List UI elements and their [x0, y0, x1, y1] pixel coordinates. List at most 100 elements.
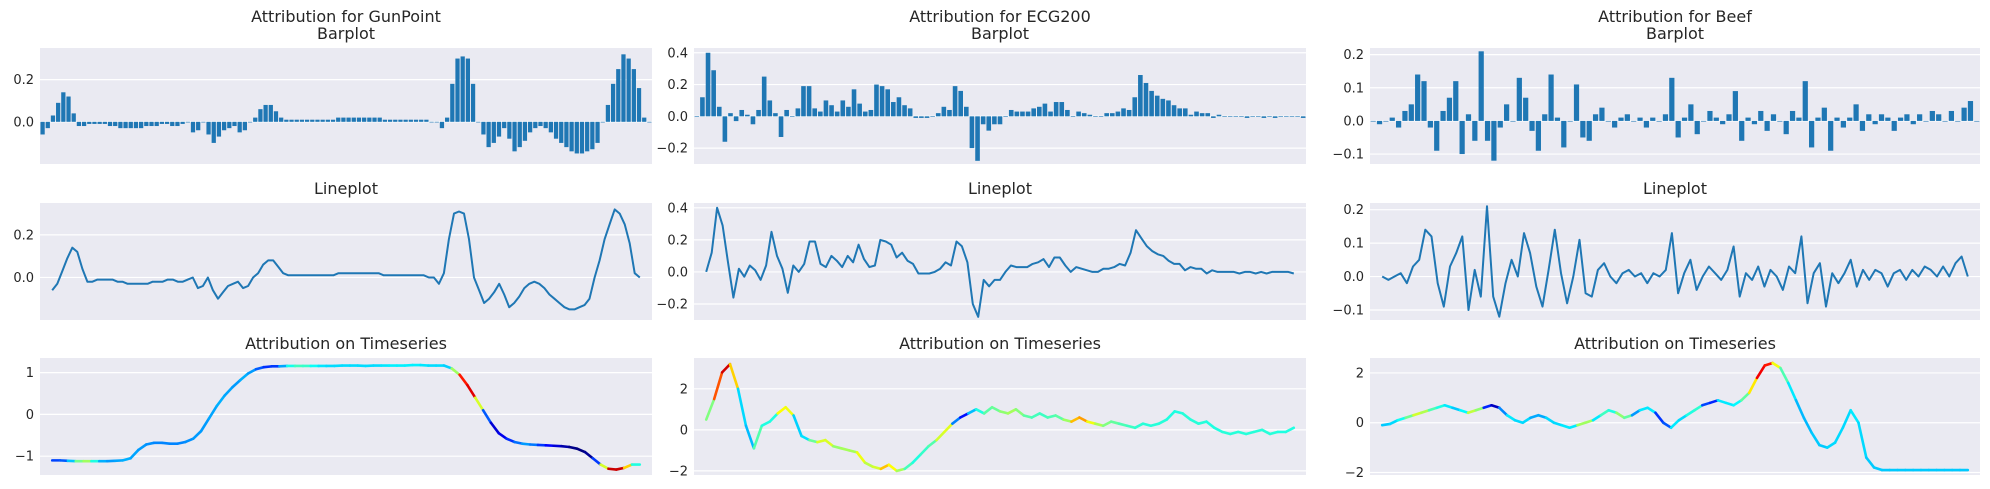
series-line: [51, 208, 641, 311]
series-segment: [1794, 399, 1806, 420]
y-tick-label: 0.2: [1343, 48, 1364, 63]
series-segment: [254, 365, 266, 371]
series-segment: [911, 453, 922, 464]
bar: [1726, 114, 1732, 121]
bar: [1126, 109, 1132, 117]
bar: [1732, 91, 1738, 121]
bar: [372, 117, 377, 122]
bar: [1199, 113, 1205, 117]
bar: [87, 121, 92, 124]
y-tick-label: 0.0: [667, 265, 688, 280]
series-segment: [1583, 418, 1595, 425]
bar: [216, 121, 222, 137]
series-segment: [1268, 430, 1280, 436]
bar: [1065, 109, 1070, 117]
bar: [398, 119, 403, 122]
series-segment: [1786, 381, 1798, 402]
bar: [40, 121, 45, 135]
series-segment: [473, 396, 485, 412]
bar: [1025, 111, 1031, 117]
bar: [294, 119, 299, 122]
series-segment: [760, 420, 772, 428]
bar: [1586, 120, 1592, 141]
bar: [1681, 117, 1688, 121]
series-segment: [1740, 391, 1751, 402]
bar: [247, 121, 253, 123]
bar: [1713, 117, 1719, 121]
series-segment: [1173, 410, 1184, 415]
bar: [502, 121, 507, 129]
bar: [304, 119, 310, 122]
bar: [1087, 114, 1093, 117]
series-segment: [895, 467, 907, 473]
bar: [1149, 90, 1154, 117]
series-segment: [1244, 430, 1256, 436]
bar: [1783, 120, 1789, 135]
bar: [1115, 111, 1121, 117]
series-segment: [1284, 426, 1296, 434]
series-segment: [1716, 399, 1728, 405]
series-segment: [1661, 421, 1673, 430]
bar: [600, 121, 605, 123]
bar: [403, 119, 408, 122]
series-segment: [505, 437, 516, 444]
series-segment: [919, 444, 930, 456]
bar: [1042, 103, 1048, 117]
series-segment: [1771, 361, 1782, 370]
y-tick-label: 0.2: [667, 78, 688, 93]
chart-title: Lineplot: [1643, 179, 1707, 198]
series-segment: [1205, 420, 1216, 430]
bar: [512, 121, 517, 152]
bar: [1465, 114, 1472, 121]
bar: [1008, 109, 1014, 117]
series-segment: [1490, 403, 1501, 410]
bar: [879, 86, 885, 117]
bar: [1014, 111, 1020, 117]
bar: [1434, 120, 1440, 151]
bar: [1809, 120, 1815, 148]
beef-lineplot-panel: 0.2 0.1 0.0 −0.1 Lineplot: [1332, 179, 1980, 320]
bar: [913, 116, 919, 118]
series-segment: [1054, 414, 1065, 421]
bar: [330, 119, 336, 122]
series-segment: [784, 405, 795, 417]
series-segment: [1607, 408, 1618, 415]
bar: [1216, 114, 1222, 117]
series-segment: [1252, 428, 1264, 434]
bar: [1408, 104, 1414, 121]
series-segment: [520, 442, 532, 446]
series-segment: [560, 444, 571, 449]
plot-background: [694, 358, 1306, 475]
bar: [1580, 120, 1586, 138]
series-segment: [1078, 416, 1089, 423]
series-segment: [1419, 408, 1431, 415]
ecg200-timeseries-panel: 2 0 −2 Attribution on Timeseries: [669, 334, 1306, 479]
bar: [564, 121, 569, 148]
bar: [284, 119, 289, 122]
series-line: [1381, 205, 1969, 318]
bar: [107, 121, 113, 127]
series-segment: [1521, 416, 1532, 425]
bar: [1745, 117, 1751, 121]
bar: [1624, 114, 1630, 121]
bar: [789, 116, 795, 117]
bar: [279, 117, 284, 122]
series-segment: [1498, 406, 1509, 417]
bar: [1053, 102, 1059, 117]
bar: [574, 121, 579, 154]
gunpoint-timeseries-panel: 1 0 −1 Attribution on Timeseries: [15, 334, 652, 475]
series-segment: [1529, 413, 1540, 420]
bar: [434, 121, 439, 123]
bar: [579, 121, 585, 154]
chart-subtitle: Barplot: [971, 24, 1029, 43]
bar: [190, 121, 196, 133]
series-segment: [720, 362, 732, 374]
series-segment: [599, 463, 610, 471]
bar: [1897, 117, 1904, 121]
bar: [1828, 120, 1834, 151]
series-segment: [927, 438, 938, 448]
bar: [76, 121, 82, 127]
bar: [1093, 116, 1098, 117]
series-segment: [1779, 366, 1790, 385]
series-segment: [1228, 430, 1240, 436]
